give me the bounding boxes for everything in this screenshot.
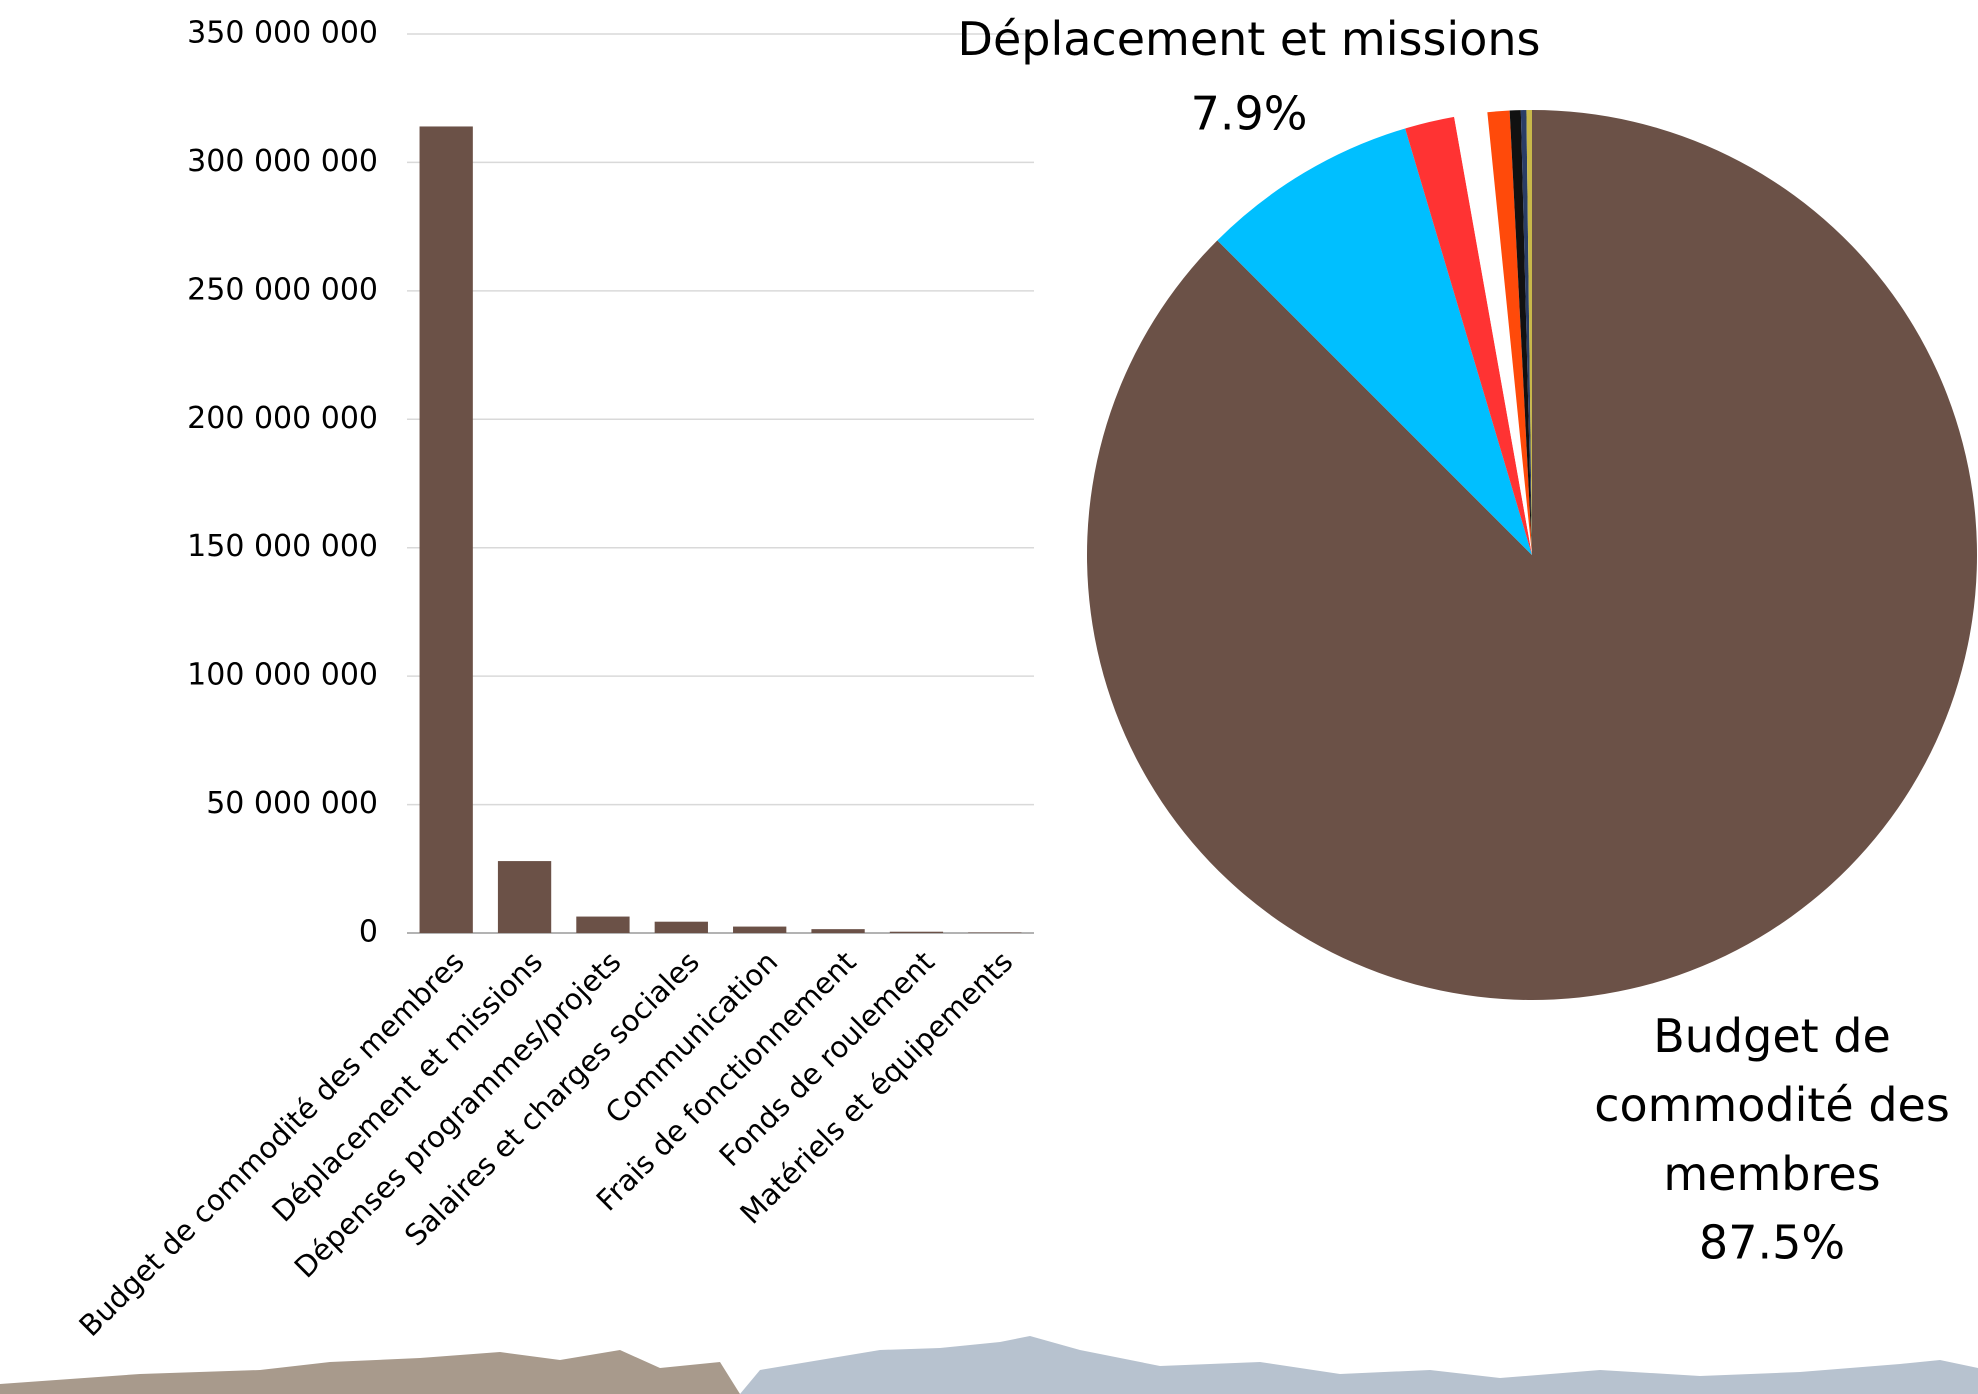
pie-slice bbox=[1087, 110, 1978, 1000]
y-tick-label: 100 000 000 bbox=[187, 658, 378, 693]
y-tick-label: 50 000 000 bbox=[206, 786, 378, 821]
y-tick-label: 200 000 000 bbox=[187, 401, 378, 436]
bar bbox=[497, 861, 552, 933]
pie-slice bbox=[1217, 128, 1532, 555]
pie-slice bbox=[1487, 110, 1532, 555]
pie-slice bbox=[1526, 110, 1532, 555]
mountains bbox=[740, 1336, 1978, 1394]
bar bbox=[811, 929, 865, 933]
bar bbox=[968, 932, 1022, 933]
pie-value-label: 7.9% bbox=[1191, 87, 1308, 141]
bar bbox=[419, 126, 473, 934]
y-tick-label: 300 000 000 bbox=[187, 144, 378, 179]
hills bbox=[0, 1350, 740, 1394]
y-tick-label: 150 000 000 bbox=[187, 529, 378, 564]
y-tick-label: 250 000 000 bbox=[187, 272, 378, 307]
x-tick-label: Dépenses programmes/projets bbox=[288, 945, 628, 1285]
bar bbox=[654, 921, 708, 933]
pie-label: Déplacement et missions bbox=[958, 12, 1541, 66]
pie-slice bbox=[1520, 110, 1532, 556]
background-landscape bbox=[0, 1336, 1978, 1394]
pie-slice bbox=[1454, 112, 1532, 555]
bar bbox=[889, 931, 944, 933]
pie-slice bbox=[1509, 110, 1532, 555]
pie-slice bbox=[1405, 116, 1532, 556]
pie-label: Budget de commodité des membres bbox=[1594, 1009, 1950, 1201]
pie-value-label: 87.5% bbox=[1699, 1216, 1845, 1270]
y-tick-label: 0 bbox=[359, 915, 378, 950]
bar bbox=[576, 916, 630, 933]
bar bbox=[733, 926, 787, 933]
y-tick-label: 350 000 000 bbox=[187, 16, 378, 51]
